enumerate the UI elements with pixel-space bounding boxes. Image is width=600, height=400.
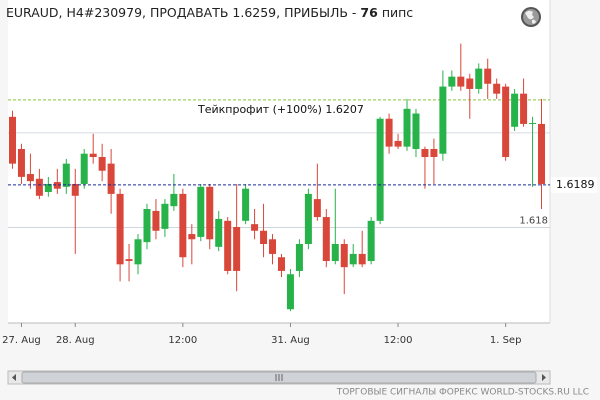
candle-body <box>80 153 88 184</box>
candle-body <box>17 148 25 177</box>
price-label: 1.6189 <box>556 178 595 191</box>
candle-body <box>367 220 375 262</box>
x-tick-label: 27. Aug <box>2 335 41 346</box>
candle-body <box>224 220 232 271</box>
x-tick-label: 28. Aug <box>56 335 95 346</box>
candle-body <box>277 257 285 271</box>
candle-body <box>134 239 142 265</box>
candle-body <box>529 122 537 124</box>
title-text: EURAUD, H4#230979, ПРОДАВАТЬ 1.6259, ПРИ… <box>6 5 356 20</box>
candle-body <box>233 226 241 271</box>
candle-body <box>358 253 366 265</box>
candle-body <box>304 193 312 244</box>
candle-body <box>466 78 474 89</box>
x-tick-label: 31. Aug <box>271 335 310 346</box>
y-tick-label: 1.618 <box>519 215 548 226</box>
candle-body <box>44 183 52 192</box>
candle-body <box>179 193 187 258</box>
candle-body <box>26 174 34 182</box>
candle-body <box>260 230 268 244</box>
candle-body <box>538 123 546 184</box>
candle-body <box>89 153 97 158</box>
candle-body <box>206 186 214 240</box>
candle-body <box>8 116 16 164</box>
candle-body <box>152 210 160 231</box>
candle-body <box>349 253 357 265</box>
candle-body <box>412 113 420 149</box>
candle-body <box>493 83 501 94</box>
x-tick-label: 1. Sep <box>490 335 522 346</box>
candle-body <box>197 186 205 237</box>
candle-body <box>439 86 447 154</box>
candle-body <box>53 182 61 189</box>
candle-body <box>475 68 483 89</box>
candle-body <box>107 163 115 194</box>
candle-body <box>403 108 411 147</box>
candle-body <box>484 68 492 84</box>
profit: 76 <box>360 5 378 20</box>
profit-unit: пипс <box>382 5 413 20</box>
candle-body <box>430 148 438 158</box>
candle-body <box>161 203 169 229</box>
take-profit-label: Тейкпрофит (+100%) 1.6207 <box>197 103 364 116</box>
title: EURAUD, H4#230979, ПРОДАВАТЬ 1.6259, ПРИ… <box>6 5 413 20</box>
candle-body <box>385 118 393 147</box>
candle-body <box>269 239 277 254</box>
candle-body <box>62 163 70 187</box>
candle-body <box>188 234 196 240</box>
candle-body <box>71 183 79 196</box>
candle-body <box>520 93 528 124</box>
candle-body <box>116 193 124 265</box>
candle-body <box>286 274 294 310</box>
candle-body <box>511 93 519 127</box>
candle-body <box>35 178 43 196</box>
candle-body <box>421 148 429 158</box>
candle-body <box>295 244 303 271</box>
candle-body <box>215 218 223 247</box>
candle-body <box>313 199 321 218</box>
scrollbar[interactable] <box>7 370 551 385</box>
candle-body <box>242 188 250 221</box>
candle-body <box>251 224 259 231</box>
candle-body <box>125 259 133 262</box>
candle-body <box>457 76 465 87</box>
candle-body <box>98 157 106 171</box>
candle-body <box>448 76 456 87</box>
candle-body <box>394 140 402 147</box>
candle-body <box>502 86 510 158</box>
footer: ТОРГОВЫЕ СИГНАЛЫ ФОРЕКС WORLD-STOCKS.RU … <box>336 388 589 398</box>
plot-area <box>8 0 550 323</box>
candle-body <box>322 217 330 262</box>
candle-body <box>170 193 178 207</box>
candle-body <box>340 244 348 268</box>
globe-icon[interactable] <box>521 7 541 27</box>
candle-body <box>331 244 339 262</box>
x-tick-label: 12:00 <box>384 335 413 346</box>
candle-body <box>376 118 384 221</box>
candle-body <box>143 209 151 243</box>
x-tick-label: 12:00 <box>168 335 197 346</box>
price-label-box <box>551 176 597 193</box>
